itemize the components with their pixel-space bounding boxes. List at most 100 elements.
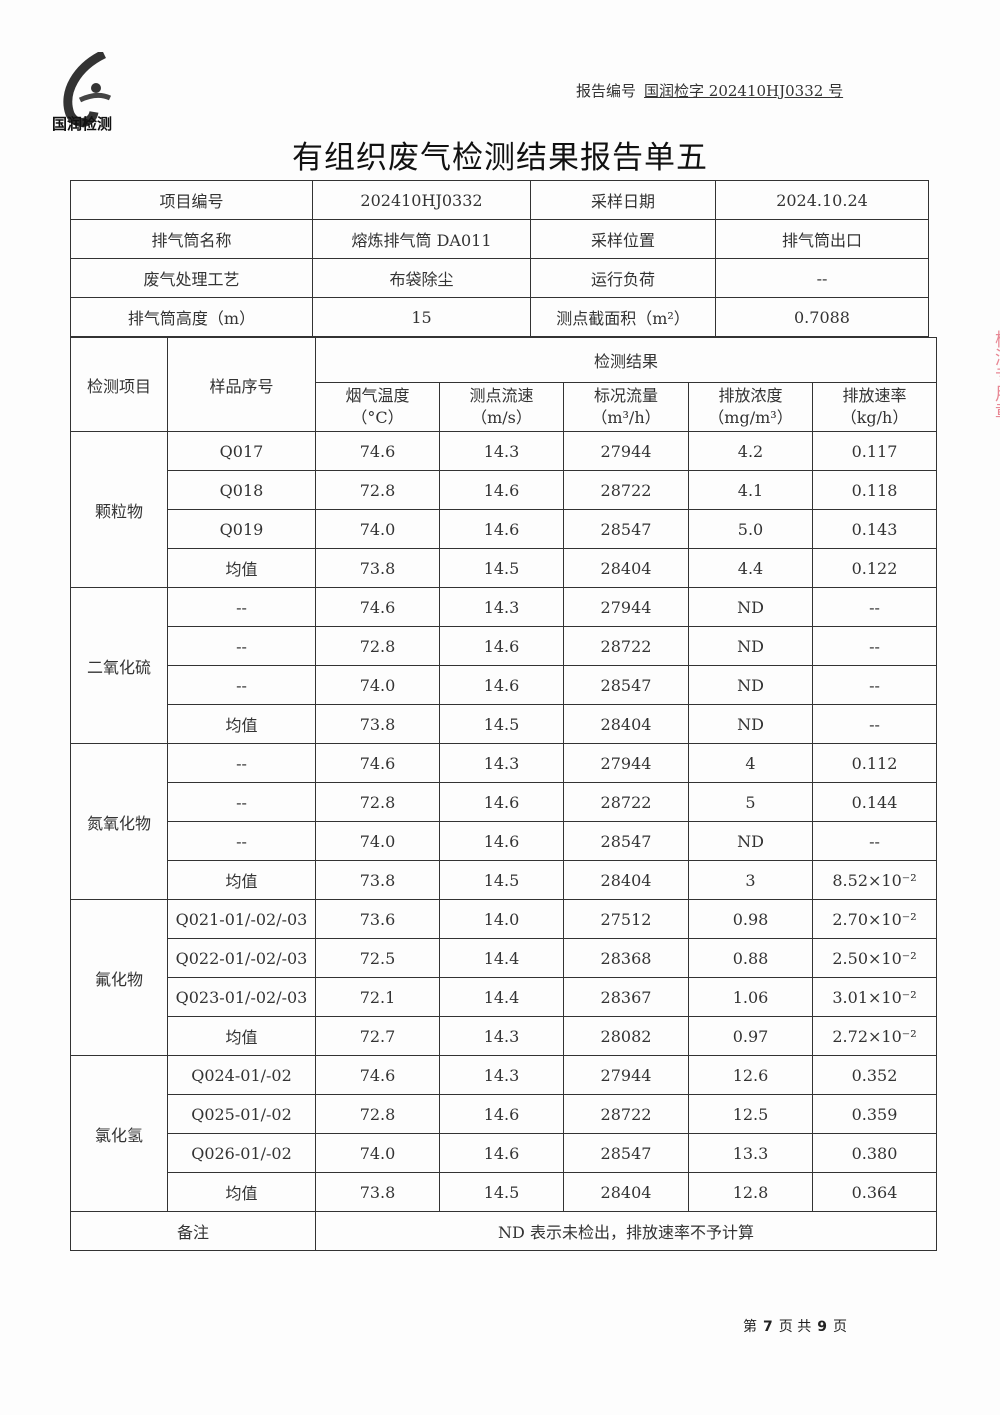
page-number: 7 <box>763 1319 773 1335</box>
result-cell: 14.4 <box>439 977 564 1017</box>
remark-row: 备注 ND 表示未检出，排放速率不予计算 <box>70 1211 938 1251</box>
result-cell: 73.6 <box>315 899 440 939</box>
result-cell: 74.0 <box>315 821 440 861</box>
pollutant-name: 氟化物 <box>70 899 168 1056</box>
result-cell: 4.4 <box>688 548 813 588</box>
remark-label: 备注 <box>70 1211 316 1251</box>
info-label: 排气筒名称 <box>70 219 313 259</box>
result-cell: 12.8 <box>688 1172 813 1212</box>
result-cell: 2.72×10⁻² <box>811 1016 938 1056</box>
result-cell: 0.88 <box>688 938 813 978</box>
table-row: 二氧化硫 -- 74.6 14.3 27944 ND -- <box>70 587 938 744</box>
table-row: 均值 72.7 14.3 28082 0.97 2.72×10⁻² <box>71 1016 938 1056</box>
table-row: Q023-01/-02/-03 72.1 14.4 28367 1.06 3.01×10⁻… <box>71 977 938 1017</box>
info-label: 测点截面积（m²） <box>530 297 716 337</box>
info-row: 项目编号 202410HJ0332 采样日期 2024.10.24 <box>70 180 929 220</box>
sample-id: Q018 <box>167 470 316 510</box>
result-cell: 27512 <box>563 899 689 939</box>
result-cell: 28722 <box>563 626 689 666</box>
result-cell: 73.8 <box>315 548 440 588</box>
result-cell: 0.117 <box>811 431 938 471</box>
column-header: 标况流量 （m³/h） <box>563 382 689 432</box>
column-unit: （m³/h） <box>591 408 661 427</box>
result-cell: 0.364 <box>811 1172 938 1212</box>
footer-text: 页 共 <box>778 1319 812 1335</box>
result-cell: 28404 <box>563 1172 689 1212</box>
result-cell: 5 <box>688 782 813 822</box>
column-unit: （°C） <box>351 408 404 427</box>
info-label: 废气处理工艺 <box>70 258 313 298</box>
result-cell: 14.5 <box>439 860 564 900</box>
sample-id: 均值 <box>167 704 316 744</box>
sample-id: Q021-01/-02/-03 <box>167 899 316 939</box>
result-cell: 13.3 <box>688 1133 813 1173</box>
info-table: 项目编号 202410HJ0332 采样日期 2024.10.24 排气筒名称 熔炼排气筒… <box>70 180 929 337</box>
info-row: 废气处理工艺 布袋除尘 运行负荷 -- <box>70 258 929 298</box>
result-cell: 72.1 <box>315 977 440 1017</box>
table-row: 均值 73.8 14.5 28404 4.4 0.122 <box>71 548 938 588</box>
result-cell: 14.6 <box>439 821 564 861</box>
result-cell: 2.70×10⁻² <box>811 899 938 939</box>
pollutant-name: 氮氧化物 <box>70 743 168 900</box>
result-cell: 72.7 <box>315 1016 440 1056</box>
result-cell: 28404 <box>563 548 689 588</box>
result-cell: -- <box>811 821 938 861</box>
result-cell: 14.6 <box>439 782 564 822</box>
result-cell: -- <box>811 626 938 666</box>
result-cell: 27944 <box>563 431 689 471</box>
result-cell: 0.380 <box>811 1133 938 1173</box>
result-cell: 72.8 <box>315 782 440 822</box>
result-cell: 14.3 <box>439 587 564 627</box>
result-cell: 14.6 <box>439 509 564 549</box>
result-cell: 1.06 <box>688 977 813 1017</box>
result-cell: 73.8 <box>315 704 440 744</box>
info-value: 202410HJ0332 <box>312 180 531 220</box>
column-unit: （kg/h） <box>840 408 909 427</box>
table-row: 氯化氢 Q024-01/-02 74.6 14.3 27944 12.6 0.352 <box>70 1055 938 1212</box>
result-cell: 28368 <box>563 938 689 978</box>
result-cell: 5.0 <box>688 509 813 549</box>
result-cell: 0.359 <box>811 1094 938 1134</box>
result-cell: 4.2 <box>688 431 813 471</box>
sample-id: -- <box>167 743 316 783</box>
table-row: 均值 73.8 14.5 28404 3 8.52×10⁻² <box>71 860 938 900</box>
result-cell: 74.6 <box>315 743 440 783</box>
result-cell: 14.4 <box>439 938 564 978</box>
result-cell: 28547 <box>563 509 689 549</box>
header-item: 检测项目 <box>70 337 168 432</box>
result-cell: 73.8 <box>315 1172 440 1212</box>
table-row: 颗粒物 Q017 74.6 14.3 27944 4.2 0.117 <box>70 431 938 588</box>
column-name: 排放速率 <box>842 386 907 405</box>
result-cell: 0.98 <box>688 899 813 939</box>
result-cell: 4.1 <box>688 470 813 510</box>
column-name: 排放浓度 <box>718 386 783 405</box>
footer-text: 页 <box>832 1319 847 1335</box>
result-cell: 72.8 <box>315 626 440 666</box>
sample-id: Q019 <box>167 509 316 549</box>
result-cell: 3.01×10⁻² <box>811 977 938 1017</box>
info-value: 排气筒出口 <box>715 219 929 259</box>
column-header: 排放速率 （kg/h） <box>811 382 938 432</box>
result-cell: 2.50×10⁻² <box>811 938 938 978</box>
result-cell: 0.97 <box>688 1016 813 1056</box>
result-cell: 74.6 <box>315 1055 440 1095</box>
report-number: 报告编号 国润检字 202410HJ0332 号 <box>576 80 843 101</box>
result-cell: 28547 <box>563 821 689 861</box>
sample-id: -- <box>167 626 316 666</box>
results-table: 检测项目 样品序号 检测结果 烟气温度 （°C） 测点流速 （m/s） 标况流量 （m³/… <box>70 337 938 1251</box>
result-cell: 0.118 <box>811 470 938 510</box>
sample-id: Q024-01/-02 <box>167 1055 316 1095</box>
result-cell: ND <box>688 626 813 666</box>
pollutant-name: 二氧化硫 <box>70 587 168 744</box>
sample-id: 均值 <box>167 548 316 588</box>
pollutant-name: 颗粒物 <box>70 431 168 588</box>
result-cell: 14.6 <box>439 1094 564 1134</box>
result-cell: 27944 <box>563 1055 689 1095</box>
result-cell: 14.6 <box>439 470 564 510</box>
table-row: -- 72.8 14.6 28722 ND -- <box>71 626 938 666</box>
sample-id: Q017 <box>167 431 316 471</box>
result-cell: 0.144 <box>811 782 938 822</box>
sample-id: 均值 <box>167 860 316 900</box>
